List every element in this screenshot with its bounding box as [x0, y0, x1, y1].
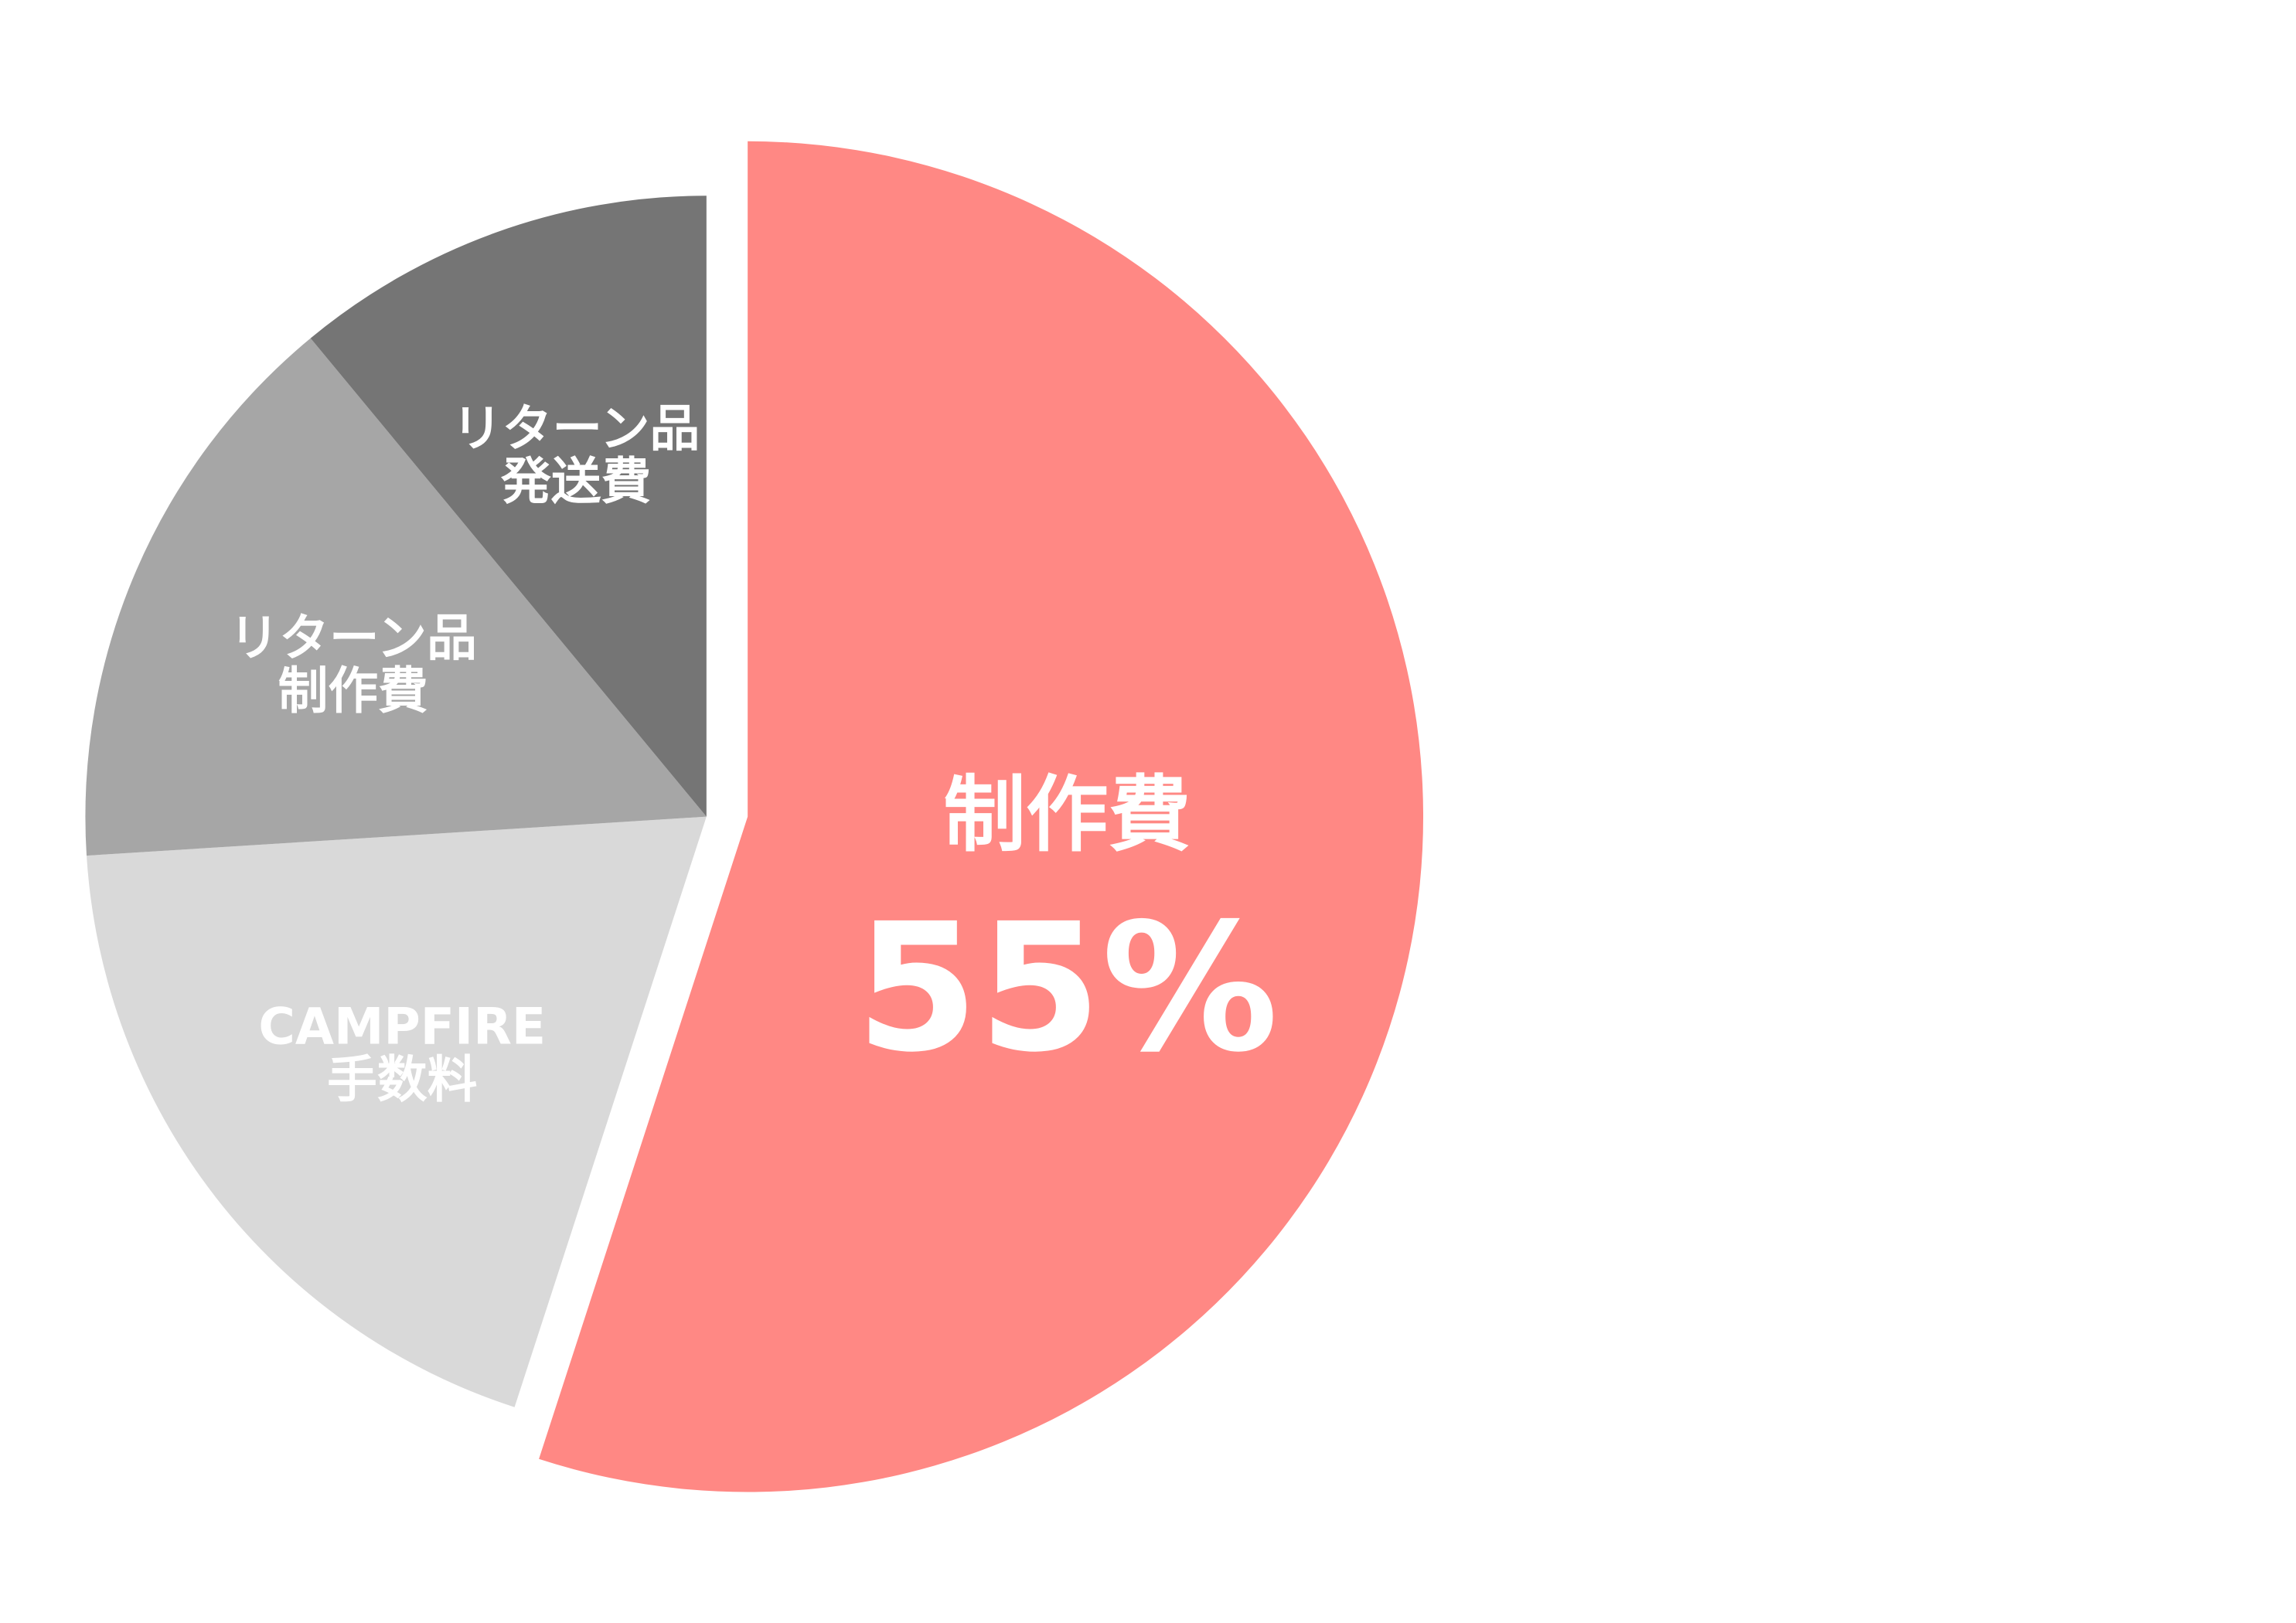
slice-label: 制作費 55% [856, 767, 1279, 1091]
slice-value-label: 55% [856, 885, 1279, 1091]
pie-slice [310, 196, 707, 817]
slice-label-text: リターン品 [230, 609, 477, 667]
slice-label-text: 発送費 [501, 453, 651, 511]
slice-label-text: 制作費 [943, 767, 1191, 863]
slice-label-text: CAMPFIRE [258, 999, 546, 1056]
pie-slice [85, 338, 707, 856]
slice-label-text: リターン品 [452, 400, 700, 458]
pie-slice [87, 816, 707, 1407]
pie-slice [539, 141, 1424, 1492]
slice-label-text: 手数料 [327, 1051, 477, 1109]
slice-label-text: 制作費 [278, 662, 428, 720]
